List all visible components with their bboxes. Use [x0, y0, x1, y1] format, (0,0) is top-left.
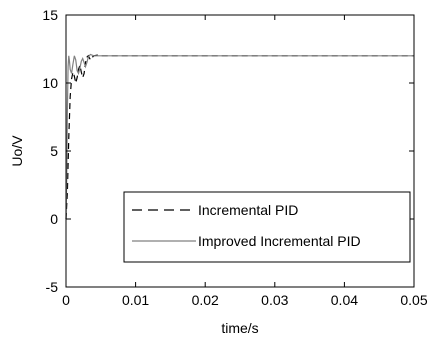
legend-label-improved-incremental-pid: Improved Incremental PID — [198, 233, 361, 249]
x-tick-label: 0.03 — [261, 292, 288, 308]
y-tick-label: 15 — [42, 7, 58, 23]
series-layer — [65, 53, 414, 220]
legend-label-incremental-pid: Incremental PID — [198, 202, 298, 218]
legend: Incremental PID Improved Incremental PID — [123, 191, 411, 263]
y-tick-label: -5 — [46, 279, 59, 295]
series-line-improved-incremental-pid — [65, 53, 414, 220]
legend-box — [123, 191, 411, 263]
y-axis-label: Uo/V — [9, 135, 25, 167]
x-tick-label: 0.02 — [192, 292, 219, 308]
x-axis-label: time/s — [221, 320, 258, 336]
x-tick-label: 0 — [62, 292, 70, 308]
x-tick-label: 0.05 — [400, 292, 427, 308]
y-tick-label: 10 — [42, 75, 58, 91]
x-tick-label: 0.01 — [122, 292, 149, 308]
x-tick-label: 0.04 — [331, 292, 358, 308]
y-tick-label: 5 — [50, 143, 58, 159]
y-tick-label: 0 — [50, 211, 58, 227]
